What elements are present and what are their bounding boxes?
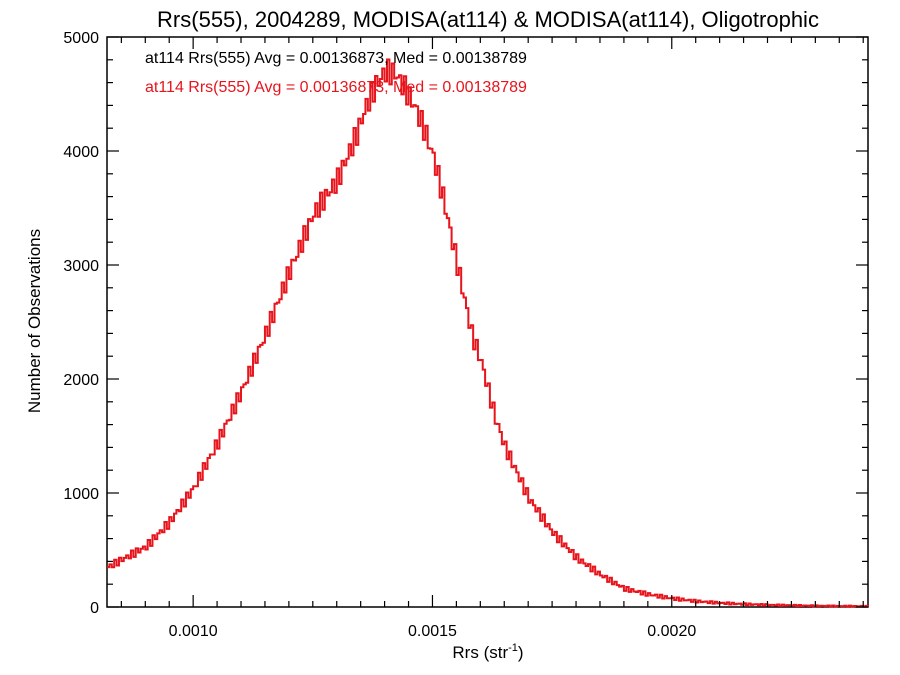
x-tick-label: 0.0020 bbox=[647, 623, 696, 640]
plot-area bbox=[106, 36, 869, 608]
legend-entry-black: at114 Rrs(555) Avg = 0.00136873, Med = 0… bbox=[145, 50, 527, 67]
y-axis: 0 1000 2000 3000 4000 5000 bbox=[63, 30, 868, 617]
x-tick-label: 0.0015 bbox=[408, 623, 457, 640]
x-tick-label: 0.0010 bbox=[169, 623, 218, 640]
y-tick-label: 0 bbox=[90, 600, 99, 617]
x-axis: 0.0010 0.0015 0.0020 bbox=[120, 37, 864, 640]
x-axis-label: Rrs (str-1) bbox=[452, 642, 523, 662]
histogram-series-1 bbox=[107, 58, 869, 608]
y-tick-label: 5000 bbox=[63, 30, 99, 47]
x-axis-label-close: ) bbox=[518, 643, 524, 662]
chart-title: Rrs(555), 2004289, MODISA(at114) & MODIS… bbox=[157, 7, 819, 32]
x-axis-label-main: Rrs (str bbox=[452, 643, 508, 662]
y-tick-label: 3000 bbox=[63, 258, 99, 275]
series-layer bbox=[107, 58, 869, 608]
y-tick-label: 4000 bbox=[63, 144, 99, 161]
y-tick-label: 2000 bbox=[63, 372, 99, 389]
plot-frame bbox=[106, 36, 869, 608]
y-axis-label: Number of Observations bbox=[25, 229, 44, 413]
y-tick-label: 1000 bbox=[63, 486, 99, 503]
x-axis-label-superscript: -1 bbox=[508, 642, 518, 654]
legend-entry-red: at114 Rrs(555) Avg = 0.00136873, Med = 0… bbox=[145, 79, 527, 96]
legend: at114 Rrs(555) Avg = 0.00136873, Med = 0… bbox=[145, 50, 527, 96]
